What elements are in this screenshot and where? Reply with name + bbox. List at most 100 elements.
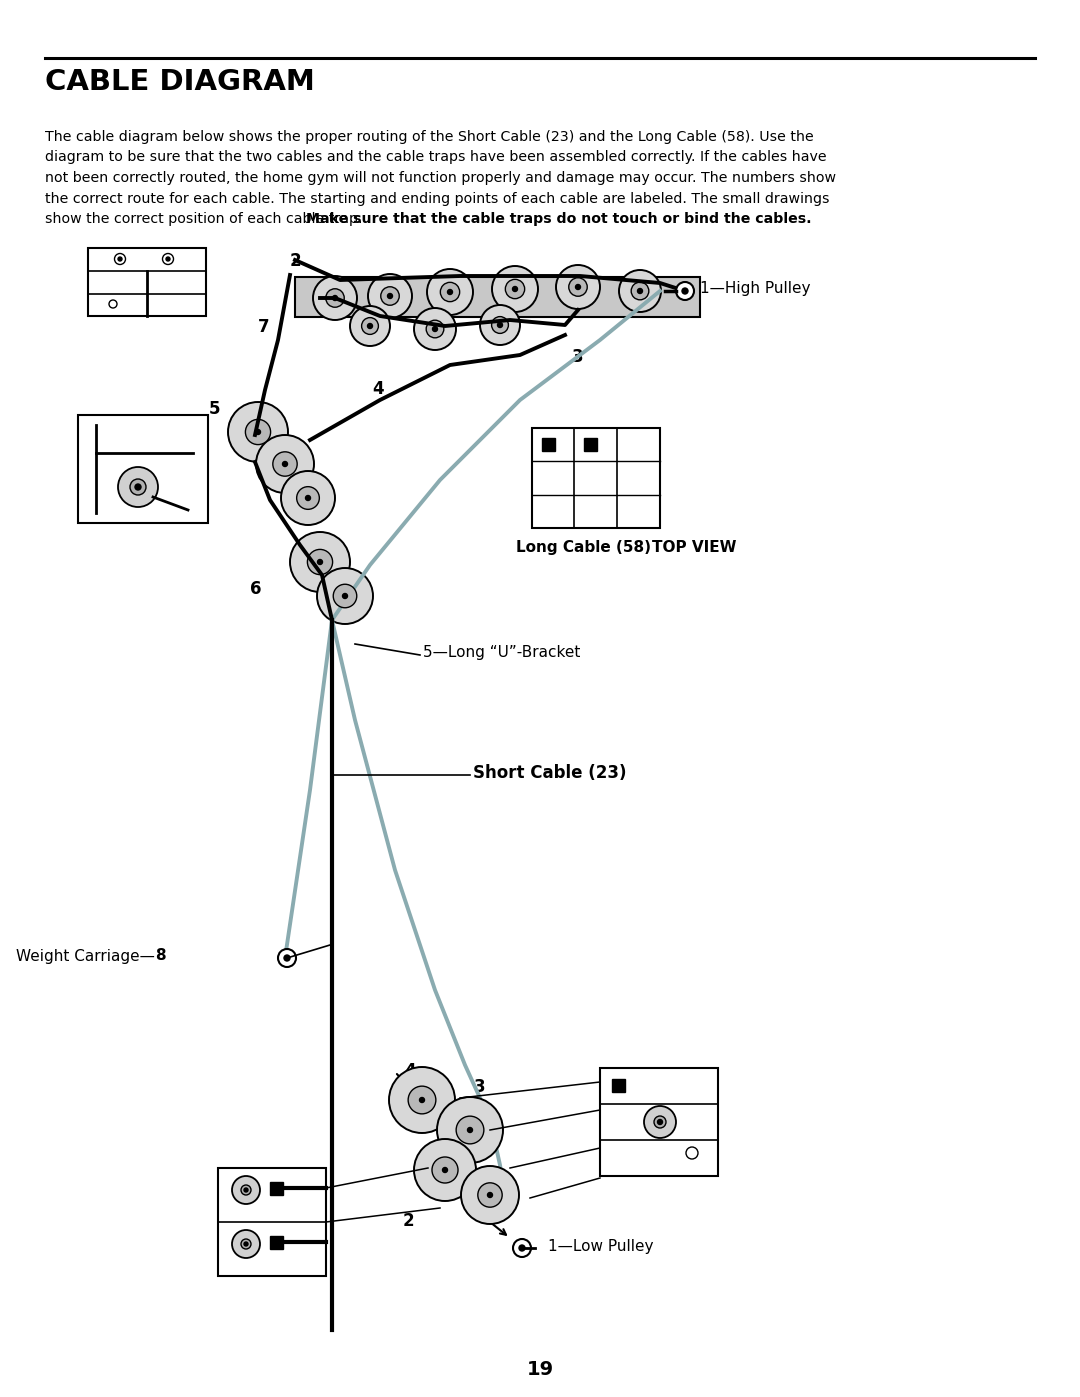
- Circle shape: [283, 461, 287, 467]
- Circle shape: [114, 253, 125, 264]
- Bar: [295, 277, 700, 317]
- Circle shape: [333, 296, 337, 300]
- Circle shape: [256, 429, 260, 434]
- Circle shape: [297, 486, 320, 510]
- Circle shape: [498, 323, 502, 327]
- Circle shape: [619, 270, 661, 312]
- Circle shape: [456, 1116, 484, 1144]
- Circle shape: [118, 467, 158, 507]
- Bar: [270, 1236, 283, 1249]
- Bar: [78, 415, 208, 522]
- Text: 1—High Pulley: 1—High Pulley: [700, 281, 810, 296]
- Circle shape: [654, 1116, 666, 1127]
- Text: the correct route for each cable. The starting and ending points of each cable a: the correct route for each cable. The st…: [45, 191, 829, 205]
- Circle shape: [637, 289, 643, 293]
- Circle shape: [437, 1097, 503, 1162]
- Bar: [532, 427, 660, 528]
- Circle shape: [491, 317, 509, 334]
- Circle shape: [109, 300, 117, 307]
- Circle shape: [350, 306, 390, 346]
- Circle shape: [427, 270, 473, 314]
- Circle shape: [342, 594, 348, 598]
- Text: Short Cable (23): Short Cable (23): [473, 764, 626, 782]
- Text: not been correctly routed, the home gym will not function properly and damage ma: not been correctly routed, the home gym …: [45, 170, 836, 184]
- Text: 2: 2: [402, 1213, 414, 1229]
- Circle shape: [388, 293, 392, 299]
- Circle shape: [676, 282, 694, 300]
- Circle shape: [334, 584, 356, 608]
- Bar: [600, 1067, 718, 1176]
- Circle shape: [519, 1245, 525, 1250]
- Circle shape: [291, 532, 350, 592]
- Circle shape: [281, 471, 335, 525]
- Circle shape: [308, 549, 333, 574]
- Text: diagram to be sure that the two cables and the cable traps have been assembled c: diagram to be sure that the two cables a…: [45, 151, 826, 165]
- Bar: [542, 439, 555, 451]
- Circle shape: [468, 1127, 473, 1133]
- Circle shape: [232, 1176, 260, 1204]
- Circle shape: [244, 1187, 248, 1192]
- Circle shape: [432, 1157, 458, 1183]
- Circle shape: [241, 1239, 251, 1249]
- Circle shape: [232, 1229, 260, 1259]
- Circle shape: [135, 483, 141, 490]
- Circle shape: [427, 320, 444, 338]
- Circle shape: [681, 288, 688, 293]
- Text: Weight Carriage—: Weight Carriage—: [16, 949, 156, 964]
- Circle shape: [414, 307, 456, 351]
- Circle shape: [644, 1106, 676, 1139]
- Text: The cable diagram below shows the proper routing of the Short Cable (23) and the: The cable diagram below shows the proper…: [45, 130, 813, 144]
- Text: Make sure that the cable traps do not touch or bind the cables.: Make sure that the cable traps do not to…: [307, 212, 812, 226]
- Circle shape: [492, 265, 538, 312]
- Circle shape: [556, 265, 600, 309]
- Text: show the correct position of each cable trap.: show the correct position of each cable …: [45, 212, 367, 226]
- Circle shape: [513, 286, 517, 292]
- Circle shape: [569, 278, 588, 296]
- Text: TOP VIEW: TOP VIEW: [652, 541, 737, 555]
- Text: Long Cable (58): Long Cable (58): [516, 541, 651, 555]
- Circle shape: [477, 1183, 502, 1207]
- Circle shape: [480, 305, 519, 345]
- Circle shape: [631, 282, 649, 300]
- Text: 8: 8: [156, 949, 165, 964]
- Circle shape: [241, 1185, 251, 1194]
- Circle shape: [443, 1168, 447, 1172]
- Text: 6: 6: [251, 580, 261, 598]
- Circle shape: [441, 282, 460, 302]
- Bar: [612, 1078, 625, 1092]
- Text: 4: 4: [404, 1062, 416, 1080]
- Circle shape: [487, 1193, 492, 1197]
- Text: 1—Low Pulley: 1—Low Pulley: [548, 1239, 653, 1253]
- Circle shape: [658, 1119, 662, 1125]
- Circle shape: [576, 285, 581, 289]
- Text: 4: 4: [373, 380, 383, 398]
- Circle shape: [461, 1166, 519, 1224]
- Circle shape: [318, 569, 373, 624]
- Bar: [218, 1168, 326, 1275]
- Text: 19: 19: [526, 1361, 554, 1379]
- Circle shape: [284, 956, 291, 961]
- Circle shape: [318, 560, 323, 564]
- Text: 2: 2: [289, 251, 301, 270]
- Circle shape: [306, 496, 311, 500]
- Circle shape: [256, 434, 314, 493]
- Circle shape: [326, 289, 345, 307]
- Circle shape: [130, 479, 146, 495]
- Circle shape: [228, 402, 288, 462]
- Bar: [87, 249, 206, 316]
- Circle shape: [368, 274, 411, 319]
- Circle shape: [447, 289, 453, 295]
- Circle shape: [686, 1147, 698, 1160]
- Text: 5—Long “U”-Bracket: 5—Long “U”-Bracket: [423, 645, 580, 661]
- Circle shape: [118, 257, 122, 261]
- Text: 7: 7: [258, 319, 270, 337]
- Circle shape: [408, 1085, 436, 1113]
- Circle shape: [513, 1239, 531, 1257]
- Text: 5: 5: [210, 400, 220, 418]
- Bar: [584, 439, 597, 451]
- Bar: [270, 1182, 283, 1194]
- Circle shape: [362, 317, 378, 334]
- Circle shape: [414, 1139, 476, 1201]
- Circle shape: [244, 1242, 248, 1246]
- Circle shape: [166, 257, 170, 261]
